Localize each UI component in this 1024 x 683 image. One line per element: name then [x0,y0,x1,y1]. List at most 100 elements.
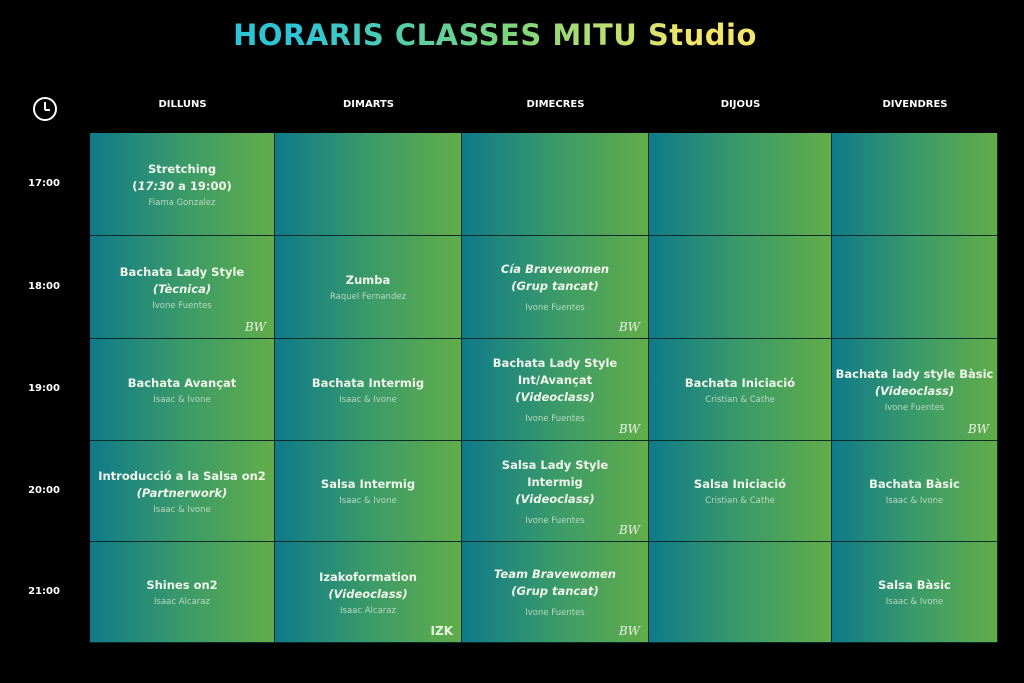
class-cell: Salsa Intermig Isaac & Ivone [275,441,462,542]
teacher-name: Ivone Fuentes [152,300,212,311]
bravewomen-logo: BW [618,624,640,638]
day-header: DIMECRES [526,99,585,110]
teacher-name: Raquel Fernandez [329,292,407,302]
time-label: 18:00 [28,280,60,292]
class-title-segment: (Grup tancat) [511,279,599,293]
class-title-segment: Int/Avançat [517,373,593,387]
class-cell: Shines on2 Isaac Alcaraz [90,542,275,643]
teacher-name: Isaac & Ivone [339,394,397,405]
class-title-segment: Salsa Intermig [320,477,416,491]
class-title-segment: Salsa Bàsic [878,578,951,592]
class-title-line: Stretching [148,161,216,178]
class-title-segment: Bachata Iniciació [684,375,796,390]
time-label: 20:00 [28,484,60,496]
bravewomen-logo: BW [967,422,989,436]
class-title-segment: (Videoclass) [328,586,408,601]
class-cell: Cía Bravewomen (Grup tancat) Ivone Fuentes… [462,236,649,339]
empty-cell [649,133,832,236]
class-title-line: Bachata Iniciació [685,375,795,392]
class-title-line: Salsa Lady Style [502,457,608,474]
day-header: DIMARTS [343,99,394,110]
class-title-line: (Videoclass) [875,383,954,400]
class-title-line: Salsa Iniciació [694,476,786,493]
class-title-segment: Bachata lady style Bàsic [835,367,994,381]
clock-icon [33,97,57,121]
class-cell: Izakoformation (Videoclass) Isaac Alcaraz I… [275,542,462,643]
teacher-name: Isaac Alcaraz [154,597,210,607]
class-title-line: Bachata Lady Style [493,355,617,372]
class-title-segment: 17:30 [137,178,175,193]
class-cell: Introducció a la Salsa on2 (Partnerwork) I… [90,441,275,542]
teacher-name: Isaac & Ivone [153,504,211,515]
class-title-segment: Bachata Avançat [127,375,237,390]
class-title-line: Intermig [527,474,583,491]
teacher-name: Isaac Alcaraz [340,605,396,616]
class-title-line: Bachata Lady Style [120,264,244,281]
class-title-line: (Videoclass) [515,491,594,508]
class-title-line: Zumba [346,272,391,289]
class-title-line: (Videoclass) [328,586,407,603]
class-title-segment: Introducció a la Salsa on2 [98,468,266,483]
empty-cell [649,542,832,643]
page-title: HORARIS CLASSES MITU Studio [0,18,990,52]
class-cell: Stretching (17:30 a 19:00) Fiama Gonzalez [90,133,275,236]
teacher-name: Cristian & Cathe [705,496,775,506]
class-cell: Bachata Lady Style (Tècnica) Ivone Fuentes… [90,236,275,339]
class-title-line: Bachata Avançat [128,375,237,392]
class-cell: Bachata Bàsic Isaac & Ivone [832,441,998,542]
class-title-line: (17:30 a 19:00) [132,178,232,195]
class-title-line: (Videoclass) [515,389,594,406]
teacher-name: Ivone Fuentes [525,515,585,526]
teacher-name: Ivone Fuentes [525,608,585,618]
class-title-segment: Team Bravewomen [494,567,616,581]
class-cell: Bachata Avançat Isaac & Ivone [90,339,275,441]
teacher-name: Isaac & Ivone [339,496,397,506]
bravewomen-logo: BW [618,422,640,436]
class-title-segment: (Videoclass) [515,390,595,404]
class-title-line: Introducció a la Salsa on2 [98,468,266,485]
class-title-line: Bachata Bàsic [869,476,960,493]
class-title-segment: Cía Bravewomen [500,262,610,276]
class-title-segment: (Partnerwork) [136,485,228,500]
class-title-segment: a 19:00) [174,178,232,193]
class-title-segment: Shines on2 [146,578,218,592]
class-cell: Salsa Bàsic Isaac & Ivone [832,542,998,643]
class-title-line: Int/Avançat [518,372,592,389]
class-title-line: (Partnerwork) [137,485,228,502]
class-title-line: Shines on2 [146,577,217,594]
empty-cell [275,133,462,236]
class-title-segment: Bachata Bàsic [869,477,960,491]
class-title-segment: Intermig [527,474,583,489]
teacher-name: Cristian & Cathe [705,394,775,405]
class-title-line: (Grup tancat) [511,583,599,600]
class-title-segment: (Videoclass) [515,491,595,506]
class-title-line: Salsa Bàsic [878,577,951,594]
teacher-name: Isaac & Ivone [885,496,944,506]
class-title-line: Team Bravewomen [494,566,616,583]
class-title-segment: (Videoclass) [874,384,955,398]
class-cell: Team Bravewomen (Grup tancat) Ivone Fuente… [462,542,649,643]
class-title-segment: (Tècnica) [152,281,212,296]
empty-cell [462,133,649,236]
teacher-name: Ivone Fuentes [525,414,585,424]
class-title-segment: Salsa Iniciació [693,477,787,491]
class-title-line: Salsa Intermig [321,476,415,493]
class-title-segment: Bachata Intermig [311,375,425,390]
bravewomen-logo: BW [618,523,640,537]
class-title-line: (Grup tancat) [511,278,599,295]
teacher-name: Ivone Fuentes [884,403,945,413]
teacher-name: Fiama Gonzalez [148,197,216,208]
class-cell: Zumba Raquel Fernandez [275,236,462,339]
class-title-segment: Bachata Lady Style [119,264,245,279]
class-cell: Salsa Iniciació Cristian & Cathe [649,441,832,542]
class-cell: Bachata Lady Style Int/Avançat (Videoclass… [462,339,649,441]
class-title-segment: Zumba [345,273,391,287]
empty-cell [649,236,832,339]
class-cell: Bachata lady style Bàsic (Videoclass) Ivon… [832,339,998,441]
class-title-line: Bachata Intermig [312,375,424,392]
day-header: DIVENDRES [882,99,948,110]
teacher-name: Ivone Fuentes [525,303,585,313]
bravewomen-logo: BW [244,320,266,334]
class-title-segment: Stretching [147,161,217,176]
class-title-segment: (Grup tancat) [511,584,599,598]
